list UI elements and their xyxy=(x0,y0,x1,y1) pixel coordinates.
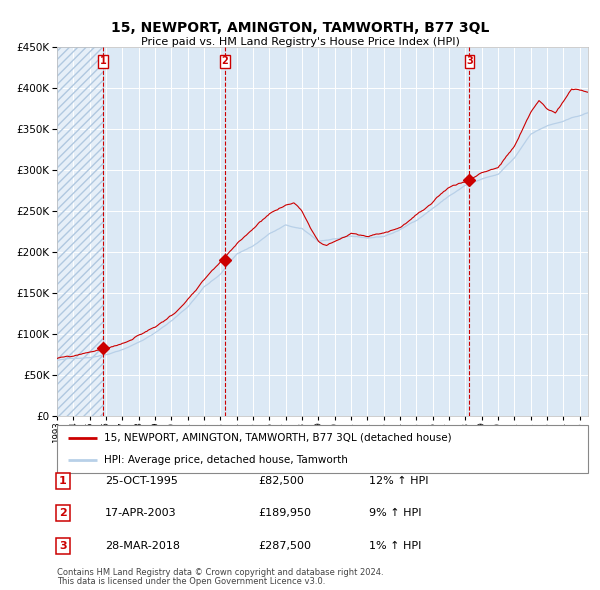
Text: 12% ↑ HPI: 12% ↑ HPI xyxy=(369,476,428,486)
Text: 3: 3 xyxy=(59,541,67,550)
Text: £82,500: £82,500 xyxy=(258,476,304,486)
Text: 1% ↑ HPI: 1% ↑ HPI xyxy=(369,541,421,550)
Text: 2: 2 xyxy=(59,509,67,518)
Text: 15, NEWPORT, AMINGTON, TAMWORTH, B77 3QL: 15, NEWPORT, AMINGTON, TAMWORTH, B77 3QL xyxy=(111,21,489,35)
Text: 3: 3 xyxy=(466,57,473,67)
Text: 1: 1 xyxy=(59,476,67,486)
Bar xyxy=(57,47,103,416)
Text: Contains HM Land Registry data © Crown copyright and database right 2024.: Contains HM Land Registry data © Crown c… xyxy=(57,568,383,577)
Text: 25-OCT-1995: 25-OCT-1995 xyxy=(105,476,178,486)
Text: 1: 1 xyxy=(100,57,106,67)
Text: £189,950: £189,950 xyxy=(258,509,311,518)
Text: HPI: Average price, detached house, Tamworth: HPI: Average price, detached house, Tamw… xyxy=(104,455,347,465)
Text: 2: 2 xyxy=(222,57,229,67)
Text: This data is licensed under the Open Government Licence v3.0.: This data is licensed under the Open Gov… xyxy=(57,578,325,586)
FancyBboxPatch shape xyxy=(57,425,588,473)
Text: £287,500: £287,500 xyxy=(258,541,311,550)
Text: 9% ↑ HPI: 9% ↑ HPI xyxy=(369,509,421,518)
Text: Price paid vs. HM Land Registry's House Price Index (HPI): Price paid vs. HM Land Registry's House … xyxy=(140,37,460,47)
Text: 28-MAR-2018: 28-MAR-2018 xyxy=(105,541,180,550)
Text: 17-APR-2003: 17-APR-2003 xyxy=(105,509,176,518)
Text: 15, NEWPORT, AMINGTON, TAMWORTH, B77 3QL (detached house): 15, NEWPORT, AMINGTON, TAMWORTH, B77 3QL… xyxy=(104,433,451,443)
Bar xyxy=(57,47,103,416)
